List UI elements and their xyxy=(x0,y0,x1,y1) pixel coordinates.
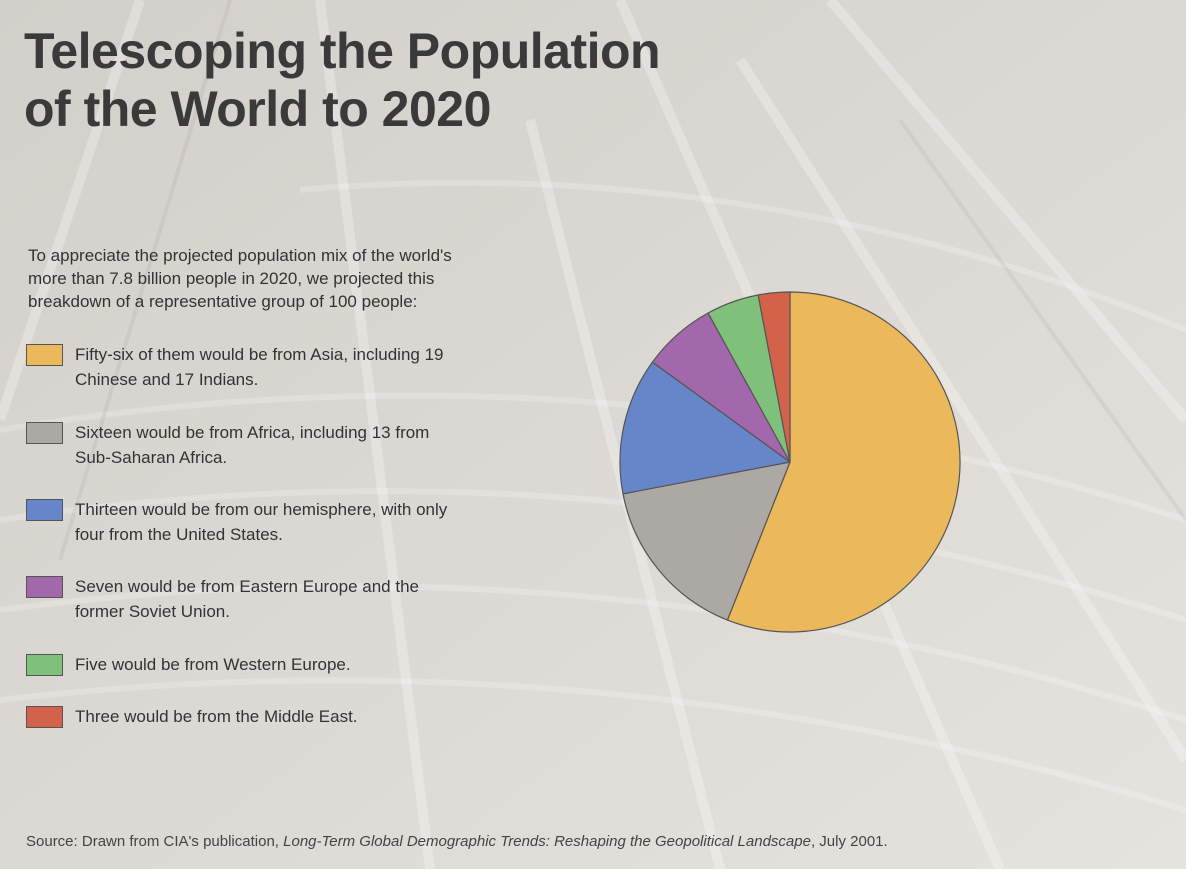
source-note: Source: Drawn from CIA's publication, Lo… xyxy=(26,833,888,850)
legend-label-line: Seven would be from Eastern Europe and t… xyxy=(75,577,419,596)
source-prefix: Source: Drawn from CIA's publication, xyxy=(26,833,284,850)
legend-swatch-asia xyxy=(26,344,63,366)
legend-label-western-europe: Five would be from Western Europe. xyxy=(75,652,545,677)
legend-label-line: former Soviet Union. xyxy=(75,602,230,621)
page-title: Telescoping the Population of the World … xyxy=(24,22,661,138)
pie-chart xyxy=(619,291,961,633)
pie-slice-western-hemisphere xyxy=(619,361,791,495)
legend-label-line: Fifty-six of them would be from Asia, in… xyxy=(75,345,444,364)
title-line-1: Telescoping the Population xyxy=(24,23,661,79)
legend-label-line: Three would be from the Middle East. xyxy=(75,707,358,726)
legend-swatch-western-hemisphere xyxy=(26,499,63,521)
legend-label-western-hemisphere: Thirteen would be from our hemisphere, w… xyxy=(75,497,545,547)
legend-label-eastern-europe: Seven would be from Eastern Europe and t… xyxy=(75,574,545,624)
legend-label-line: Five would be from Western Europe. xyxy=(75,655,351,674)
legend-swatch-western-europe xyxy=(26,654,63,676)
source-publication-title: Long-Term Global Demographic Trends: Res… xyxy=(283,833,811,850)
legend-label-line: Sub-Saharan Africa. xyxy=(75,448,228,467)
legend-label-line: four from the United States. xyxy=(75,525,283,544)
source-suffix: , July 2001. xyxy=(810,833,888,850)
legend-swatch-eastern-europe xyxy=(26,576,63,598)
legend-label-line: Thirteen would be from our hemisphere, w… xyxy=(75,500,448,519)
pie-slice-africa xyxy=(622,461,791,621)
legend-label-asia: Fifty-six of them would be from Asia, in… xyxy=(75,342,545,392)
legend-label-middle-east: Three would be from the Middle East. xyxy=(75,704,545,729)
pie-slice-asia xyxy=(726,291,961,633)
title-line-2: of the World to 2020 xyxy=(24,81,491,137)
intro-line-1: To appreciate the projected population m… xyxy=(28,246,452,265)
intro-line-2: more than 7.8 billion people in 2020, we… xyxy=(28,269,435,288)
legend-label-line: Sixteen would be from Africa, including … xyxy=(75,423,430,442)
legend-swatch-middle-east xyxy=(26,706,63,728)
legend-label-africa: Sixteen would be from Africa, including … xyxy=(75,420,545,470)
legend-label-line: Chinese and 17 Indians. xyxy=(75,370,259,389)
intro-line-3: breakdown of a representative group of 1… xyxy=(28,292,418,311)
intro-paragraph: To appreciate the projected population m… xyxy=(28,244,558,313)
legend-swatch-africa xyxy=(26,422,63,444)
pie-slice-middle-east xyxy=(757,291,791,463)
